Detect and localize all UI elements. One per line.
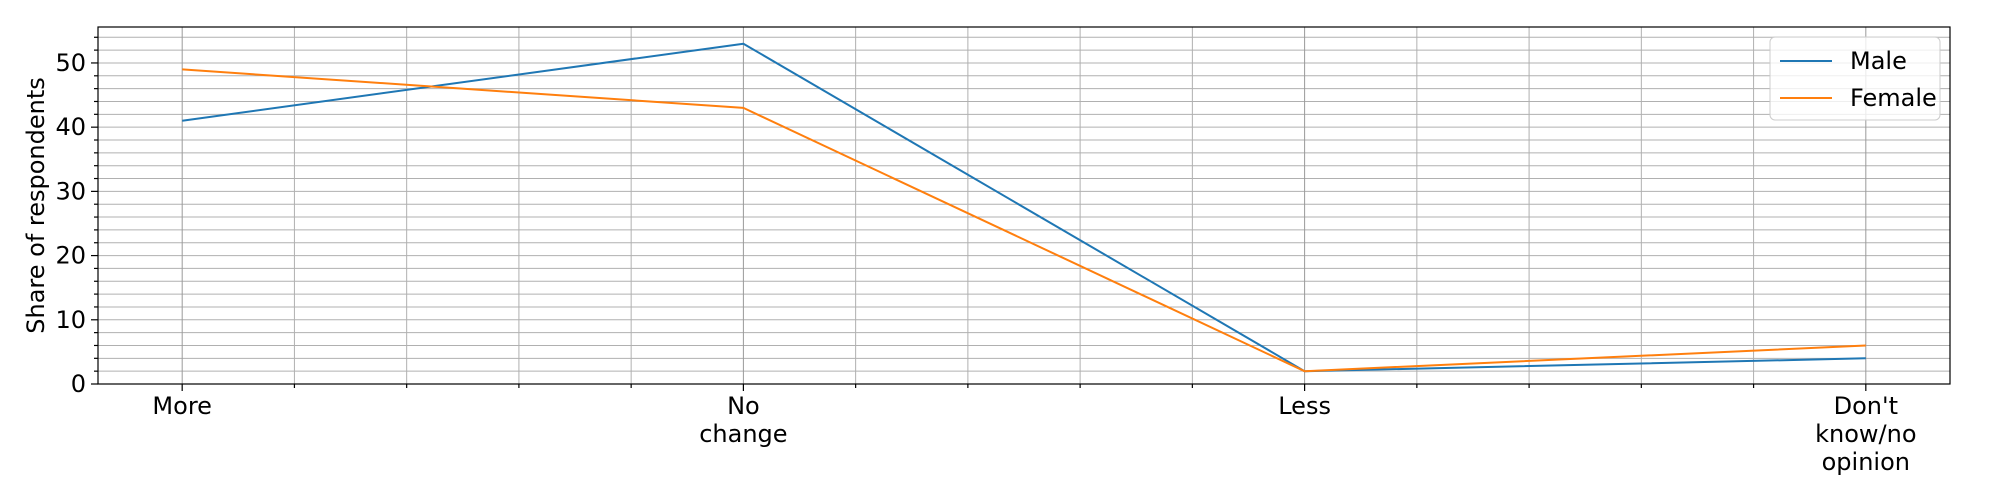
legend-label-male: Male [1850,47,1907,75]
series-line-female [182,68,1866,373]
y-tick-label: 30 [55,177,86,205]
legend[interactable]: Male Female [1769,36,1941,121]
series-lines [182,42,1866,373]
y-axis-label: Share of respondents [22,77,50,334]
y-tick-label: 20 [55,242,86,270]
y-tick-label: 50 [55,49,86,77]
y-axis-ticks: 0 10 20 30 40 50 [55,36,98,398]
x-axis-ticks: More No change Less Don't know/no opinion [152,384,1917,476]
x-tick-label: Less [1278,392,1331,420]
x-tick-label: More [152,392,212,420]
plot-frame [97,26,1951,385]
grid [98,27,1950,385]
x-tick-label: Don't know/no opinion [1815,392,1916,476]
x-tick-label: No change [699,392,787,448]
legend-box [1769,36,1941,121]
y-tick-label: 10 [55,306,86,334]
y-tick-label: 0 [71,370,86,398]
legend-label-female: Female [1850,84,1937,112]
series-line-male [182,42,1866,373]
y-tick-label: 40 [55,113,86,141]
